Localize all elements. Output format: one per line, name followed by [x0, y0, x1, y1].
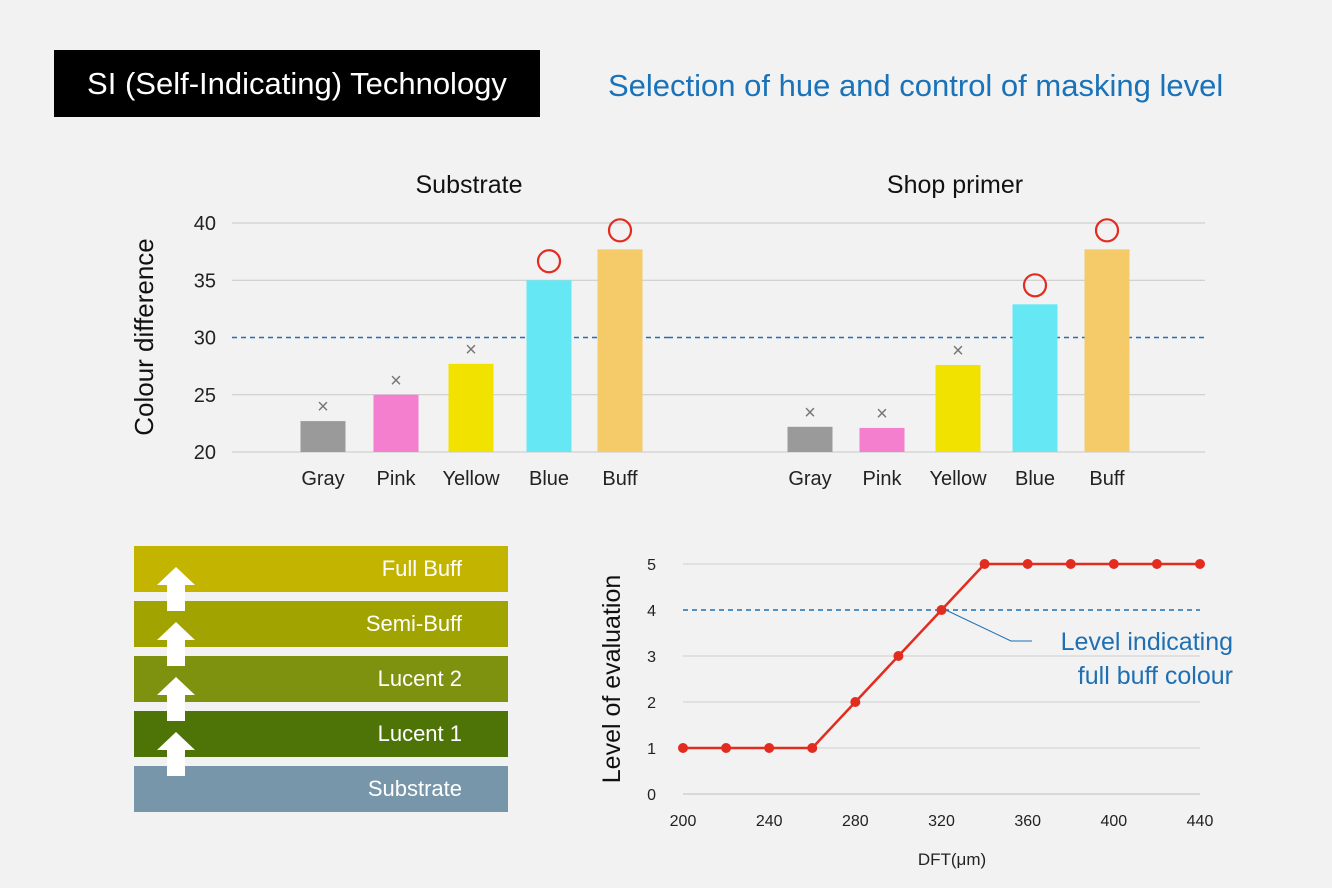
chart-title: Shop primer [887, 171, 1023, 199]
bar-gray [787, 426, 833, 452]
bar-yellow [935, 364, 981, 452]
data-point [1151, 559, 1162, 569]
chart-title: Substrate [415, 171, 522, 199]
category-label: Yellow [442, 468, 500, 490]
y-tick-label: 3 [647, 649, 656, 666]
layer-full-buff: Full Buff [134, 546, 508, 592]
y-axis-label: Colour difference [129, 238, 159, 436]
category-label: Pink [377, 468, 417, 490]
layer-semi-buff: Semi-Buff [134, 601, 508, 647]
x-tick-label: 440 [1187, 813, 1214, 830]
category-label: Blue [529, 468, 569, 490]
y-tick-label: 2 [647, 695, 656, 712]
y-tick-label: 20 [194, 442, 216, 464]
bar-yellow [448, 363, 494, 452]
pass-mark [1094, 218, 1120, 243]
bar-blue [526, 280, 572, 452]
data-point [1022, 559, 1033, 569]
y-tick-label: 35 [194, 270, 216, 292]
page-subtitle: Selection of hue and control of masking … [608, 68, 1224, 103]
category-label: Gray [301, 468, 344, 490]
data-point [850, 697, 861, 707]
data-point [1108, 559, 1119, 569]
data-point [1195, 559, 1205, 569]
y-tick-label: 5 [647, 557, 656, 574]
x-axis-label: DFT(μm) [918, 850, 986, 869]
y-tick-label: 30 [194, 328, 216, 350]
data-point [807, 743, 818, 753]
data-point [764, 743, 775, 753]
category-label: Pink [863, 468, 903, 490]
layer-substrate: Substrate [134, 766, 508, 812]
bar-pink [859, 427, 905, 452]
category-label: Yellow [929, 468, 987, 490]
up-arrow-icon [157, 622, 195, 666]
x-tick-label: 240 [756, 813, 783, 830]
data-point [678, 743, 688, 753]
fail-mark: × [804, 402, 816, 424]
bar-gray [300, 421, 346, 452]
fail-mark: × [876, 403, 888, 425]
data-point [893, 651, 904, 661]
y-axis-label: Level of evaluation [598, 575, 626, 783]
up-arrow-icon [157, 732, 195, 776]
bar-buff [597, 249, 643, 452]
bar-pink [373, 394, 419, 452]
data-point [936, 605, 947, 615]
y-tick-label: 1 [647, 741, 656, 758]
fail-mark: × [317, 396, 329, 418]
pass-mark [1022, 273, 1048, 298]
fail-mark: × [465, 339, 477, 361]
category-label: Blue [1015, 468, 1055, 490]
y-tick-label: 0 [647, 787, 656, 804]
x-tick-label: 400 [1100, 813, 1127, 830]
category-label: Buff [1089, 468, 1125, 490]
data-point [721, 743, 732, 753]
data-point [979, 559, 990, 569]
y-tick-label: 25 [194, 385, 216, 407]
category-label: Buff [602, 468, 638, 490]
annotation-line-1: Level indicating [1061, 628, 1233, 656]
x-tick-label: 280 [842, 813, 869, 830]
up-arrow-icon [157, 677, 195, 721]
data-point [1065, 559, 1076, 569]
annotation-line-2: full buff colour [1078, 662, 1233, 690]
annotation-leader [945, 609, 1032, 642]
y-tick-label: 4 [647, 603, 656, 620]
x-tick-label: 360 [1014, 813, 1041, 830]
bar-blue [1012, 304, 1058, 452]
bar-buff [1084, 249, 1130, 452]
up-arrow-icon [157, 567, 195, 611]
layer-lucent-1: Lucent 1 [134, 711, 508, 757]
category-label: Gray [788, 468, 831, 490]
fail-mark: × [390, 370, 402, 392]
y-tick-label: 40 [194, 213, 216, 235]
x-tick-label: 200 [670, 813, 697, 830]
pass-mark [607, 218, 633, 243]
x-tick-label: 320 [928, 813, 955, 830]
layer-lucent-2: Lucent 2 [134, 656, 508, 702]
pass-mark [536, 249, 562, 274]
fail-mark: × [952, 340, 964, 362]
page-title: SI (Self-Indicating) Technology [54, 50, 540, 117]
